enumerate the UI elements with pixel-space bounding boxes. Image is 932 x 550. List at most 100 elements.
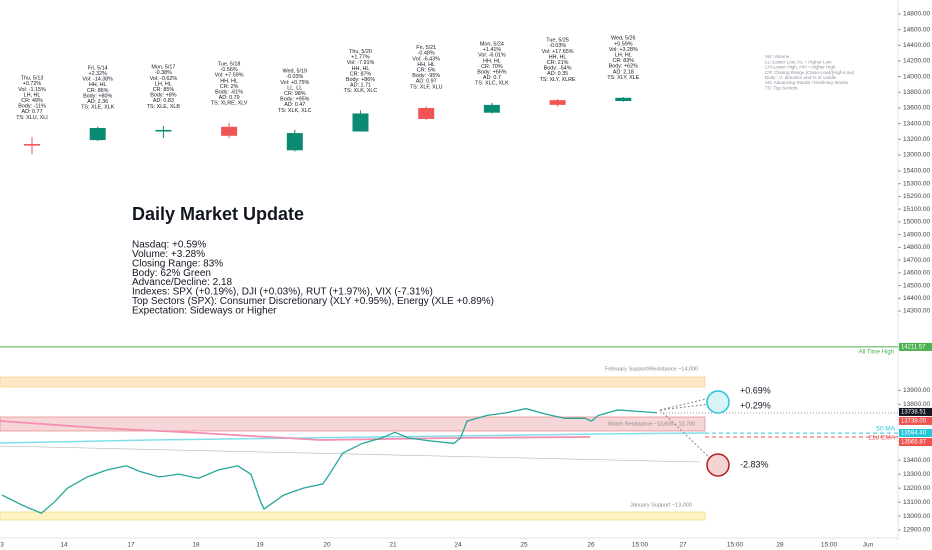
x-tick-label: 3 — [0, 542, 4, 549]
projection — [659, 397, 711, 411]
card-line: TS: XLK, XLC — [344, 88, 378, 94]
x-tick-label: 24 — [454, 542, 462, 549]
card-line: Body: +8% — [150, 93, 176, 99]
feb-zone — [0, 376, 706, 388]
y-tick-label: 15100.00 — [903, 206, 930, 213]
x-tick-label: 18 — [192, 542, 200, 549]
summary-line: Nasdaq: +0.59% — [132, 240, 206, 251]
card-line: Vol: -14.38% — [82, 77, 113, 83]
card-line: Body: +86% — [346, 77, 375, 83]
projection — [659, 409, 713, 461]
summary-line: Closing Range: 83% — [132, 258, 223, 269]
ema21-label: 21d EMA — [868, 435, 895, 442]
card-line: AD: 0.97 — [416, 79, 437, 85]
summary-line: Volume: +3.28% — [132, 249, 205, 260]
card-line: Vol: -7.91% — [347, 60, 375, 66]
card-line: CR: 21% — [547, 60, 569, 66]
card-line: TS: XLE, XLK — [81, 105, 115, 111]
card-line: Body: -11% — [18, 104, 46, 110]
card-line: HH, HL — [549, 54, 567, 60]
y-tick-label: 13300.00 — [903, 471, 930, 478]
projection-label: +0.29% — [740, 400, 771, 410]
summary-line: Expectation: Sideways or Higher — [132, 305, 277, 316]
card-line: AD: 0.35 — [547, 71, 568, 77]
price-tag-label: 14211.57 — [901, 345, 926, 351]
y-tick-label: 14400.00 — [903, 295, 930, 302]
card-line: HH, HL — [89, 82, 107, 88]
card-line: +1.77% — [351, 55, 370, 61]
card-line: LH, HL — [24, 92, 41, 98]
card-line: CR: 98% — [284, 91, 306, 97]
y-tick-label: 13400.00 — [903, 457, 930, 464]
legend-line: CR: Closing Range (Close-Low)/(High-Low) — [765, 70, 855, 75]
ath-label: All Time High — [859, 350, 894, 356]
card-line: TS: XLRE, XLV — [211, 101, 248, 107]
x-tick-label: 15:00 — [821, 542, 838, 549]
card-line: Vol: +7.59% — [215, 73, 244, 79]
card-line: +2.32% — [88, 71, 107, 77]
card-line: Vol: -6.43% — [412, 56, 440, 62]
projection-label: +0.69% — [740, 385, 771, 395]
up-circle — [706, 390, 730, 414]
card-line: CR: 70% — [481, 64, 503, 70]
card-line: Tue, 5/25 — [546, 38, 569, 44]
card-line: TS: XLF, XLU — [410, 84, 443, 90]
card-line: AD: 0.83 — [153, 98, 174, 104]
y-tick-label: 13200.00 — [903, 485, 930, 492]
card-line: +1.41% — [483, 47, 502, 53]
legend-line: TS: Top Sectors — [765, 85, 798, 90]
candle-body — [221, 126, 238, 136]
down-circle — [706, 453, 730, 477]
y-tick-label: 13800.00 — [903, 89, 930, 96]
y-tick-label: 13600.00 — [903, 105, 930, 112]
card-line: AD: 2.36 — [87, 99, 108, 105]
y-tick-label: 13900.00 — [903, 387, 930, 394]
card-line: Vol: -6.01% — [478, 53, 506, 59]
card-line: AD: 0.47 — [284, 102, 305, 108]
card-line: CR: 86% — [87, 88, 109, 94]
y-tick-label: 13200.00 — [903, 136, 930, 143]
card-line: TS: XLU, XLI — [16, 115, 47, 121]
card-line: LH, HL — [615, 52, 632, 58]
card-line: Mon, 5/24 — [480, 42, 504, 48]
legend-line: LH=Lower High, HH = Higher High — [765, 65, 836, 70]
y-tick-label: 14500.00 — [903, 282, 930, 289]
x-tick-label: 21 — [389, 542, 397, 549]
y-tick-label: 12900.00 — [903, 527, 930, 534]
card-line: AD: 0.7 — [483, 75, 501, 81]
price-tag-label: 13738.51 — [901, 410, 927, 416]
x-tick-label: 26 — [587, 542, 595, 549]
y-tick-label: 13000.00 — [903, 513, 930, 520]
candle-body — [155, 129, 172, 132]
card-line: -0.38% — [155, 70, 172, 76]
summary-line: Body: 62% Green — [132, 268, 211, 279]
card-line: LL, LL — [287, 85, 302, 91]
price-tag-label: 13738.00 — [901, 419, 927, 425]
card-line: +0.59% — [614, 41, 633, 47]
jan-zone — [0, 511, 706, 521]
card-line: -0.56% — [221, 67, 238, 73]
projection — [659, 403, 711, 411]
card-line: Vol: -0.62% — [150, 76, 178, 82]
y-tick-label: 15300.00 — [903, 180, 930, 187]
price-tag — [899, 438, 932, 446]
card-line: Body: +66% — [477, 70, 506, 76]
card-line: AD: 0.77 — [22, 109, 43, 115]
card-line: Wed, 5/26 — [611, 36, 635, 42]
legend-line: AD: Advancing Stocks / Declining Stocks — [765, 80, 849, 85]
x-tick-label: 15:00 — [727, 542, 744, 549]
y-tick-label: 14600.00 — [903, 26, 930, 33]
candle-body — [24, 144, 40, 146]
card-line: Thu, 5/20 — [349, 49, 372, 55]
x-tick-label: 25 — [520, 542, 528, 549]
x-tick-label: 17 — [127, 542, 135, 549]
summary-line: Indexes: SPX (+0.19%), DJI (+0.03%), RUT… — [132, 287, 433, 298]
x-tick-label: 19 — [256, 542, 264, 549]
ma50-label: 50 MA — [876, 426, 895, 433]
card-line: Mon, 5/17 — [151, 65, 175, 71]
projection-label: -2.83% — [740, 459, 769, 469]
card-line: -0.03% — [549, 43, 566, 49]
price-tag — [899, 407, 932, 416]
card-line: HH, HL — [483, 58, 501, 64]
